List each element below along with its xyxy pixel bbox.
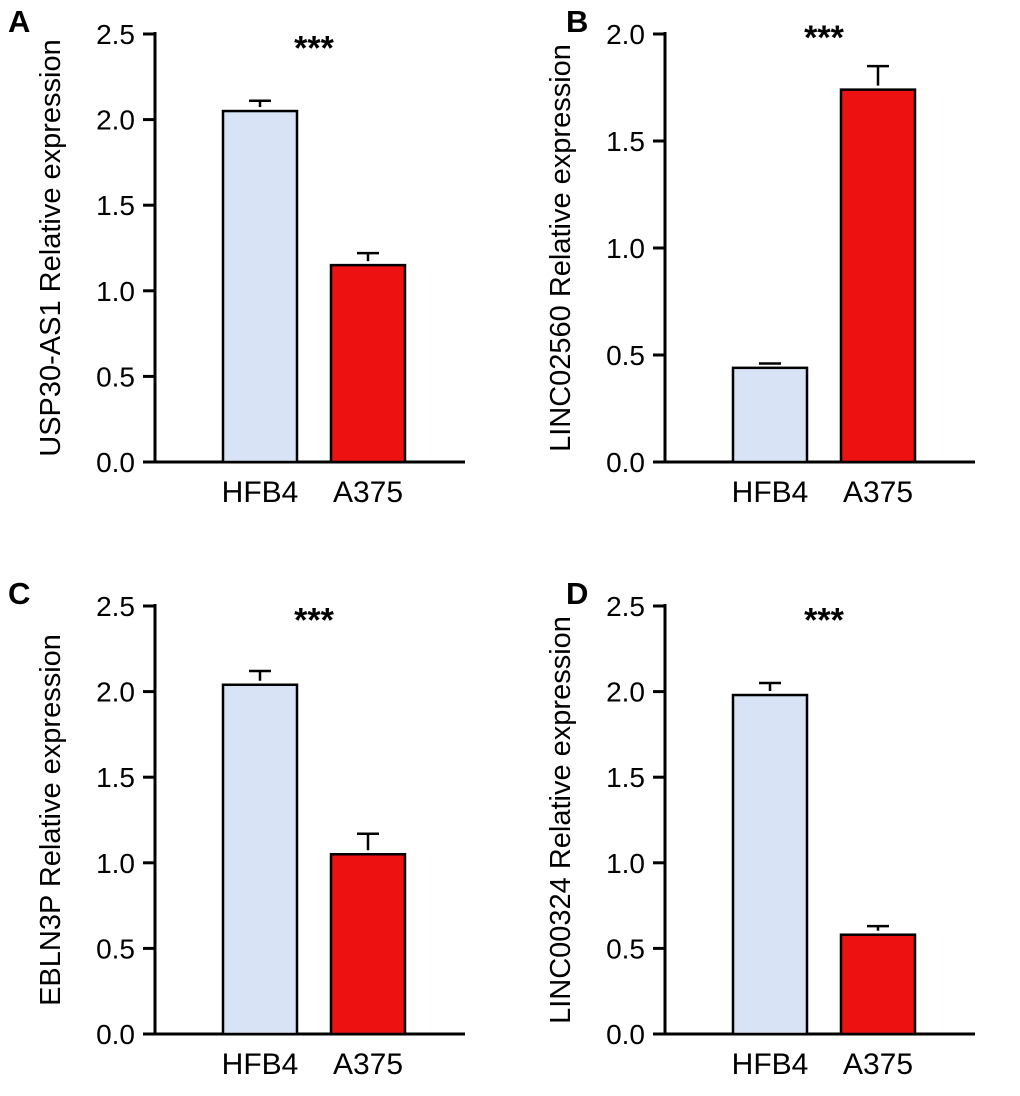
y-tick-label: 1.0 [606,848,645,879]
panel-label-B: B [566,4,589,39]
bar-chart-B: 0.0 0.5 1.0 1.5 2.0 HFB4 A375 *** LINC02560 Rela… [545,19,975,509]
y-tick-label: 2.0 [96,105,135,136]
y-tick-label: 1.0 [606,233,645,264]
panel-label-A: A [8,4,31,39]
significance-stars: *** [804,602,844,640]
y-tick-label: 2.5 [96,591,135,622]
y-tick-label: 1.5 [96,762,135,793]
significance-stars: *** [294,30,334,68]
x-category-label: A375 [843,1048,913,1081]
significance-stars: *** [294,602,334,640]
bar-chart-D: 0.0 0.5 1.0 1.5 2.0 2.5 HFB4 A375 *** LINC00324 R… [545,591,975,1081]
y-tick-label: 0.5 [606,340,645,371]
y-tick-label: 2.5 [96,19,135,50]
bar-a375 [839,88,917,464]
y-tick-label: 1.5 [606,762,645,793]
bar-hfb4 [221,109,299,464]
bar-chart-C: 0.0 0.5 1.0 1.5 2.0 2.5 HFB4 A375 *** EBLN3P Rela… [35,591,465,1081]
y-tick-label: 0.0 [606,447,645,478]
panel-C: C 0.0 0.5 1.0 1.5 2.0 2.5 HFB4 A375 *** EBLN3P Re… [0,548,510,1096]
y-tick-label: 0.5 [606,933,645,964]
y-tick-label: 1.0 [96,276,135,307]
x-category-label: HFB4 [732,1048,809,1081]
y-tick-label: 0.0 [96,1019,135,1050]
significance-stars: *** [804,19,844,57]
x-category-label: HFB4 [732,476,809,509]
bar-a375 [329,852,407,1036]
bar-chart-A: 0.0 0.5 1.0 1.5 2.0 2.5 HFB4 A375 *** USP30-AS1 R… [35,19,465,509]
bar-hfb4 [221,683,299,1036]
x-category-label: HFB4 [222,1048,299,1081]
panel-A: A 0.0 0.5 1.0 1.5 2.0 2.5 HFB4 A375 *** USP30-AS1… [0,0,510,548]
y-tick-label: 2.0 [606,677,645,708]
y-axis-label: LINC02560 Relative expression [545,44,577,452]
bar-hfb4 [731,366,809,464]
bar-a375 [839,933,917,1036]
x-category-label: A375 [333,476,403,509]
bar-hfb4 [731,693,809,1036]
x-category-label: A375 [333,1048,403,1081]
panel-B: B 0.0 0.5 1.0 1.5 2.0 HFB4 A375 *** LINC02560 Re… [510,0,1020,548]
y-tick-label: 0.5 [96,361,135,392]
x-category-label: HFB4 [222,476,299,509]
panel-label-C: C [8,576,31,611]
y-axis-label: LINC00324 Relative expression [545,616,577,1024]
y-tick-label: 2.0 [96,677,135,708]
y-axis-label: USP30-AS1 Relative expression [35,39,67,456]
y-tick-label: 1.5 [96,190,135,221]
y-tick-label: 2.0 [606,19,645,50]
y-tick-label: 1.5 [606,126,645,157]
y-tick-label: 0.0 [96,447,135,478]
y-axis-label: EBLN3P Relative expression [35,634,67,1006]
y-tick-label: 0.0 [606,1019,645,1050]
y-tick-label: 0.5 [96,933,135,964]
bar-a375 [329,263,407,464]
y-tick-label: 2.5 [606,591,645,622]
panel-label-D: D [566,576,589,611]
x-category-label: A375 [843,476,913,509]
panel-D: D 0.0 0.5 1.0 1.5 2.0 2.5 HFB4 A375 *** LINC00324… [510,548,1020,1096]
y-tick-label: 1.0 [96,848,135,879]
